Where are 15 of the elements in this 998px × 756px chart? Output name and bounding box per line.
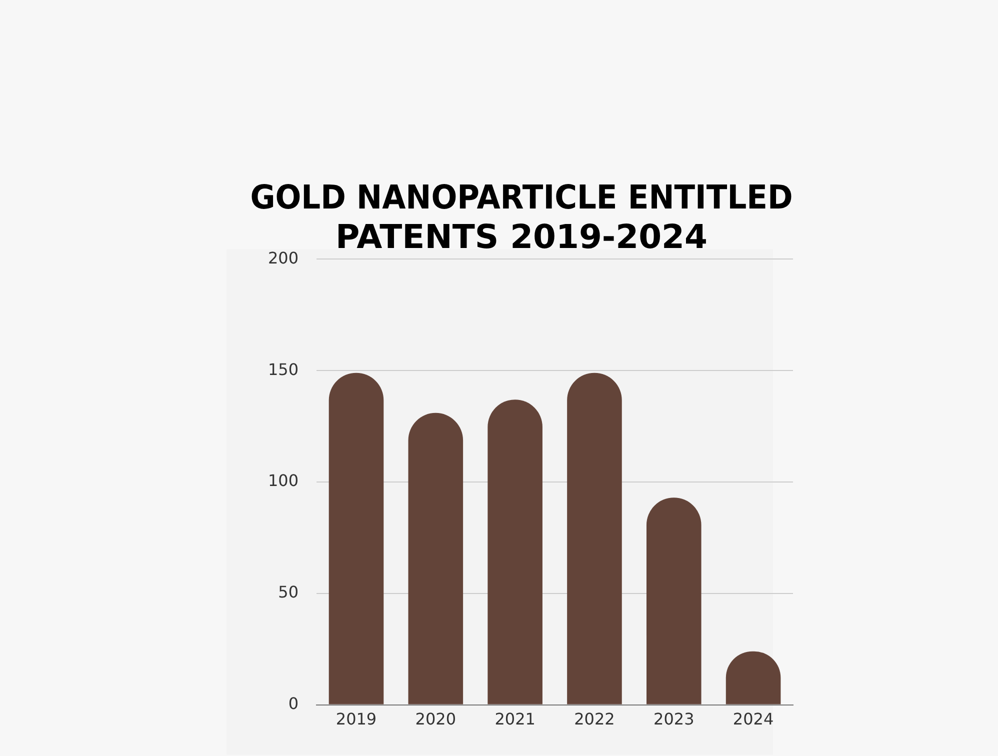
x-tick-label: 2024 — [732, 710, 774, 729]
y-tick-label: 100 — [268, 471, 299, 490]
x-tick-label: 2019 — [336, 710, 377, 729]
x-tick-label: 2022 — [574, 710, 615, 729]
x-tick-label: 2020 — [415, 710, 456, 729]
y-tick-label: 50 — [278, 582, 299, 602]
y-tick-label: 150 — [268, 360, 299, 379]
bar — [328, 372, 384, 704]
x-tick-label: 2021 — [494, 710, 536, 729]
bar — [646, 498, 702, 704]
bar — [488, 400, 542, 704]
x-tick-label: 2023 — [654, 710, 694, 729]
y-tick-label: 0 — [288, 694, 299, 713]
bar — [408, 412, 464, 704]
bar — [567, 372, 622, 704]
